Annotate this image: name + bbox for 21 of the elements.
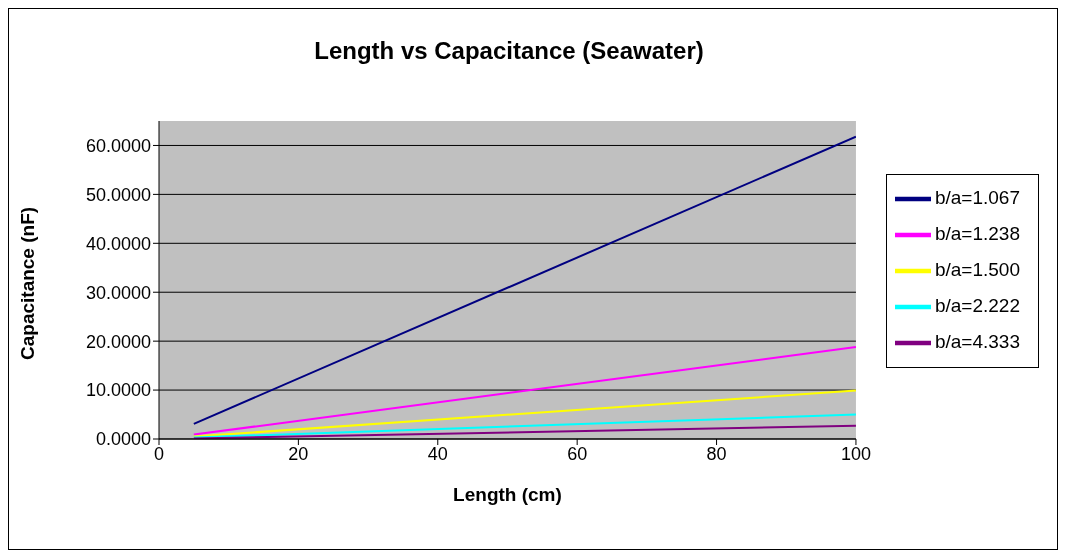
y-tick-label: 50.0000 [85, 184, 151, 205]
y-tick-label: 30.0000 [85, 282, 151, 303]
legend-label: b/a=4.333 [934, 331, 1020, 353]
legend-label: b/a=1.067 [934, 187, 1020, 209]
chart-title: Length vs Capacitance (Seawater) [313, 37, 705, 65]
x-tick-label: 40 [427, 443, 448, 464]
y-tick-label: 20.0000 [85, 331, 151, 352]
x-tick-label: 0 [153, 443, 165, 464]
x-axis-title: Length (cm) [453, 484, 562, 505]
y-tick-label: 60.0000 [85, 135, 151, 156]
y-tick-label: 40.0000 [85, 233, 151, 254]
x-tick-label: 60 [567, 443, 588, 464]
x-tick-label: 80 [706, 443, 727, 464]
y-axis-title: Capacitance (nF) [16, 206, 38, 360]
legend-label: b/a=1.238 [934, 223, 1020, 245]
legend-label: b/a=2.222 [934, 295, 1020, 317]
x-tick-label: 100 [840, 443, 871, 464]
y-tick-label: 10.0000 [85, 380, 151, 401]
y-tick-label: 0.0000 [95, 429, 151, 450]
legend-label: b/a=1.500 [934, 259, 1020, 281]
x-tick-label: 20 [288, 443, 309, 464]
